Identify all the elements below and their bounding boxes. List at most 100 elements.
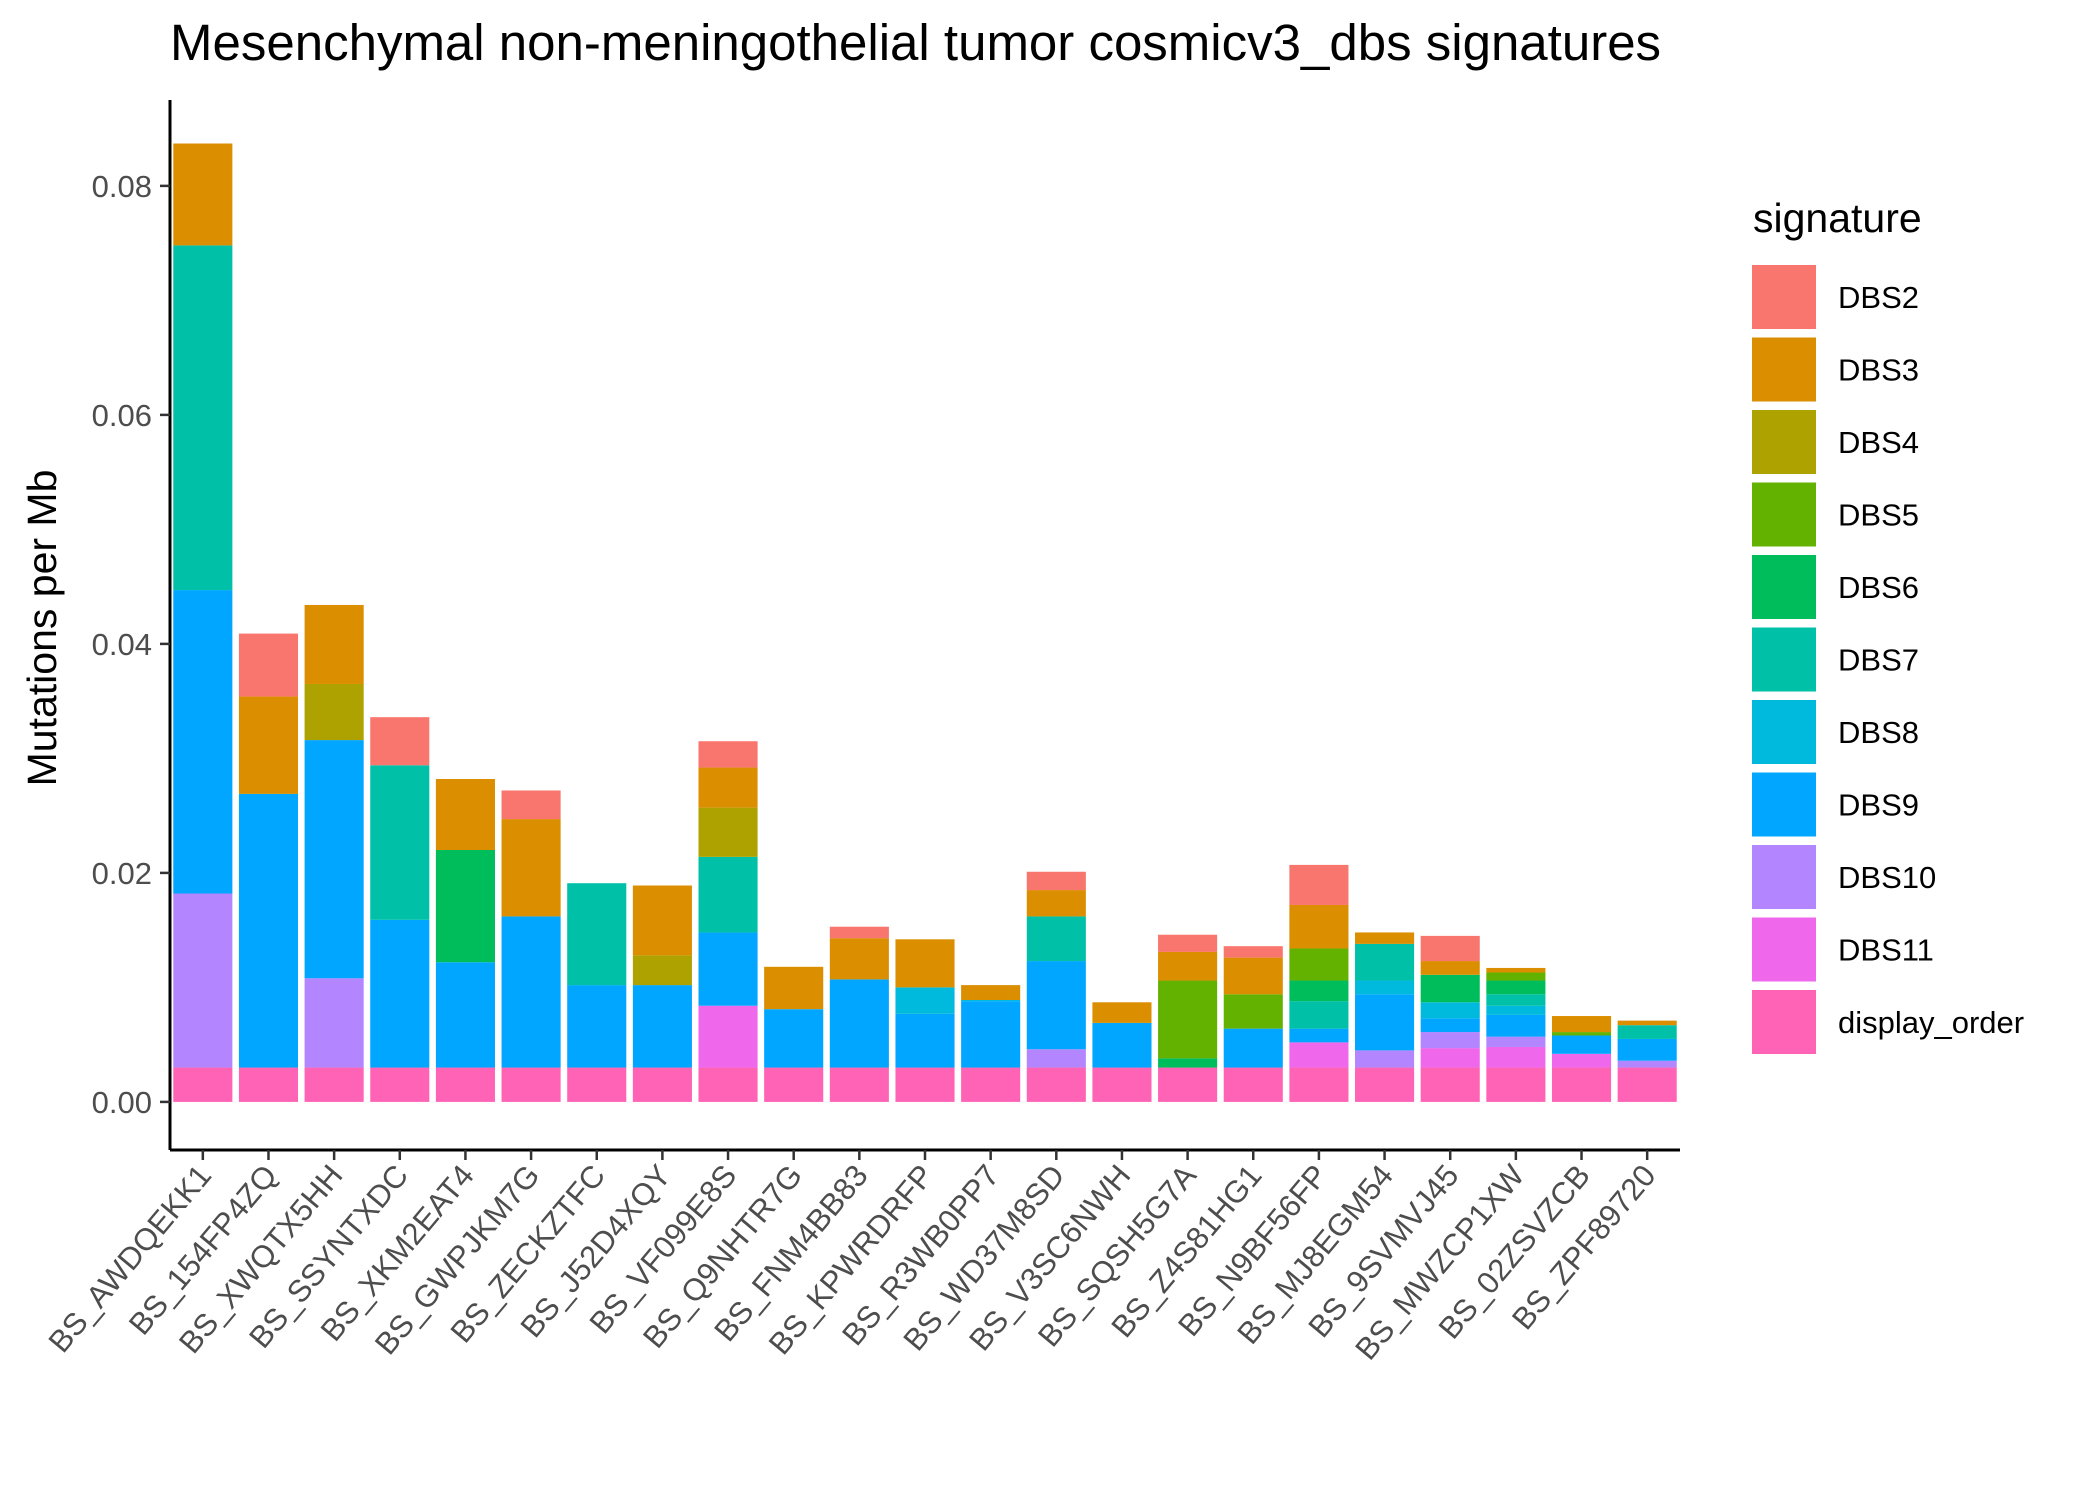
- bar-segment-DBS9-BS_154FP4ZQ: [238, 793, 299, 1068]
- bar-segment-display_order-BS_MWZCP1XW: [1486, 1067, 1546, 1102]
- bar-stack-BS_XKM2EAT4: [435, 779, 495, 1102]
- legend-key-DBS9: [1752, 772, 1816, 837]
- bar-segment-DBS11-BS_9SVMVJ45: [1420, 1048, 1480, 1068]
- bar-segment-DBS8-BS_R3WB0PP7: [961, 1000, 1021, 1002]
- y-tick-label: 0.02: [92, 856, 152, 891]
- bar-segment-DBS3-BS_Q9NHTR7G: [764, 966, 824, 1010]
- bar-stack-BS_ZECKZTFC: [567, 883, 627, 1102]
- bar-segment-DBS7-BS_MWZCP1XW: [1486, 994, 1546, 1006]
- bar-segment-DBS3-BS_XKM2EAT4: [435, 779, 495, 850]
- bar-segment-DBS11-BS_MWZCP1XW: [1486, 1046, 1546, 1068]
- bar-segment-DBS9-BS_02ZSVZCB: [1551, 1035, 1612, 1054]
- bar-segment-DBS7-BS_N9BF56FP: [1289, 1001, 1349, 1029]
- bar-stack-BS_N9BF56FP: [1289, 864, 1349, 1102]
- legend-label-display_order: display_order: [1838, 1005, 2024, 1040]
- bar-segment-DBS3-BS_Z4S81HG1: [1223, 957, 1283, 995]
- bar-segment-DBS3-BS_GWPJKM7G: [501, 819, 561, 917]
- bar-segment-DBS5-BS_SQSH5G7A: [1158, 980, 1218, 1059]
- legend-key-DBS8: [1752, 700, 1816, 764]
- bar-stack-BS_Q9NHTR7G: [764, 966, 824, 1102]
- bar-segment-display_order-BS_FNM4BB83: [829, 1067, 889, 1102]
- bar-segment-DBS7-BS_SSYNTXDC: [370, 765, 430, 920]
- bar-segment-DBS7-BS_AWDQEKK1: [173, 245, 233, 591]
- bar-segment-DBS10-BS_ZPF89720: [1617, 1060, 1677, 1068]
- legend-key-DBS3: [1752, 337, 1816, 402]
- bar-segment-display_order-BS_R3WB0PP7: [961, 1067, 1021, 1102]
- bar-segment-display_order-BS_KPWRDRFP: [895, 1067, 955, 1102]
- bar-segment-DBS2-BS_9SVMVJ45: [1420, 935, 1480, 962]
- legend-key-display_order: [1752, 990, 1816, 1054]
- legend-label-DBS4: DBS4: [1838, 425, 1919, 460]
- bar-segment-display_order-BS_AWDQEKK1: [173, 1067, 233, 1102]
- bar-segment-display_order-BS_XWQTX5HH: [304, 1067, 364, 1102]
- legend-label-DBS8: DBS8: [1838, 715, 1919, 750]
- bar-segment-DBS9-BS_V3SC6NWH: [1092, 1022, 1152, 1068]
- bar-segment-DBS8-BS_9SVMVJ45: [1420, 1002, 1480, 1019]
- bar-segment-DBS9-BS_N9BF56FP: [1289, 1028, 1349, 1043]
- bar-segment-DBS7-BS_ZECKZTFC: [567, 883, 627, 986]
- bar-stack-BS_02ZSVZCB: [1551, 1016, 1612, 1102]
- bar-segment-DBS3-BS_02ZSVZCB: [1551, 1016, 1612, 1033]
- legend-item-DBS2: DBS2: [1752, 265, 1919, 329]
- bar-segment-DBS3-BS_MWZCP1XW: [1486, 967, 1546, 973]
- bar-segment-DBS9-BS_9SVMVJ45: [1420, 1018, 1480, 1033]
- bar-segment-DBS2-BS_WD37M8SD: [1026, 871, 1086, 891]
- bar-segment-DBS10-BS_9SVMVJ45: [1420, 1032, 1480, 1049]
- bar-segment-DBS8-BS_MJ8EGM54: [1355, 980, 1415, 995]
- bar-segment-DBS6-BS_XKM2EAT4: [435, 850, 495, 963]
- bar-stack-BS_GWPJKM7G: [501, 790, 561, 1102]
- bar-segment-display_order-BS_02ZSVZCB: [1551, 1067, 1612, 1102]
- bar-stack-BS_V3SC6NWH: [1092, 1002, 1152, 1102]
- bar-segment-DBS8-BS_KPWRDRFP: [895, 987, 955, 1014]
- legend-label-DBS9: DBS9: [1838, 788, 1919, 823]
- bar-segment-display_order-BS_ZPF89720: [1617, 1067, 1677, 1102]
- bar-segment-DBS4-BS_J52D4XQY: [632, 955, 692, 986]
- bar-segment-display_order-BS_VF099E8S: [698, 1067, 758, 1102]
- bar-stack-BS_MJ8EGM54: [1355, 932, 1415, 1102]
- bar-stack-BS_VF099E8S: [698, 741, 758, 1102]
- bar-stack-BS_AWDQEKK1: [173, 143, 233, 1102]
- legend-label-DBS7: DBS7: [1838, 643, 1919, 678]
- bar-segment-display_order-BS_154FP4ZQ: [238, 1067, 299, 1102]
- bar-segment-DBS2-BS_154FP4ZQ: [238, 633, 299, 697]
- bar-segment-DBS7-BS_VF099E8S: [698, 856, 758, 933]
- legend-key-DBS5: [1752, 482, 1816, 547]
- bar-segment-DBS3-BS_FNM4BB83: [829, 938, 889, 980]
- legend-label-DBS11: DBS11: [1838, 933, 1934, 968]
- legend-item-DBS6: DBS6: [1752, 555, 1919, 619]
- bar-segment-DBS9-BS_Z4S81HG1: [1223, 1028, 1283, 1068]
- bar-segment-DBS9-BS_ZPF89720: [1617, 1038, 1677, 1061]
- bar-segment-DBS9-BS_KPWRDRFP: [895, 1013, 955, 1068]
- y-axis-title: Mutations per Mb: [19, 470, 65, 787]
- legend-item-DBS8: DBS8: [1752, 700, 1919, 764]
- bar-segment-DBS9-BS_FNM4BB83: [829, 979, 889, 1068]
- bar-segment-DBS10-BS_WD37M8SD: [1026, 1049, 1086, 1068]
- axes-layer: 0.000.020.040.060.08BS_AWDQEKK1BS_154FP4…: [42, 100, 1680, 1367]
- bar-segment-DBS3-BS_MJ8EGM54: [1355, 932, 1415, 944]
- bar-stack-BS_R3WB0PP7: [961, 985, 1021, 1102]
- bar-segment-DBS3-BS_J52D4XQY: [632, 885, 692, 956]
- bar-stack-BS_9SVMVJ45: [1420, 935, 1480, 1102]
- bar-segment-display_order-BS_ZECKZTFC: [567, 1067, 627, 1102]
- bar-segment-display_order-BS_Z4S81HG1: [1223, 1067, 1283, 1102]
- bar-segment-DBS2-BS_FNM4BB83: [829, 926, 889, 939]
- bar-segment-DBS4-BS_VF099E8S: [698, 807, 758, 857]
- bar-segment-DBS9-BS_AWDQEKK1: [173, 590, 233, 894]
- bar-segment-DBS9-BS_XWQTX5HH: [304, 740, 364, 979]
- y-tick-label: 0.00: [92, 1085, 152, 1120]
- bar-segment-DBS6-BS_SQSH5G7A: [1158, 1058, 1218, 1068]
- bar-segment-display_order-BS_SQSH5G7A: [1158, 1067, 1218, 1102]
- legend-key-DBS6: [1752, 555, 1816, 619]
- bar-stack-BS_SQSH5G7A: [1158, 934, 1218, 1102]
- bar-segment-DBS11-BS_VF099E8S: [698, 1005, 758, 1068]
- bars-layer: [173, 143, 1677, 1102]
- bar-segment-DBS5-BS_Z4S81HG1: [1223, 994, 1283, 1029]
- bar-segment-display_order-BS_9SVMVJ45: [1420, 1067, 1480, 1102]
- bar-segment-DBS5-BS_02ZSVZCB: [1551, 1032, 1612, 1036]
- bar-segment-DBS9-BS_VF099E8S: [698, 932, 758, 1006]
- legend: signature DBS2 DBS3 DBS4 DBS5 DBS6 DBS7 DBS8 DB…: [1752, 195, 2024, 1054]
- legend-label-DBS5: DBS5: [1838, 498, 1919, 533]
- bar-stack-BS_J52D4XQY: [632, 885, 692, 1102]
- bar-segment-DBS6-BS_9SVMVJ45: [1420, 974, 1480, 1003]
